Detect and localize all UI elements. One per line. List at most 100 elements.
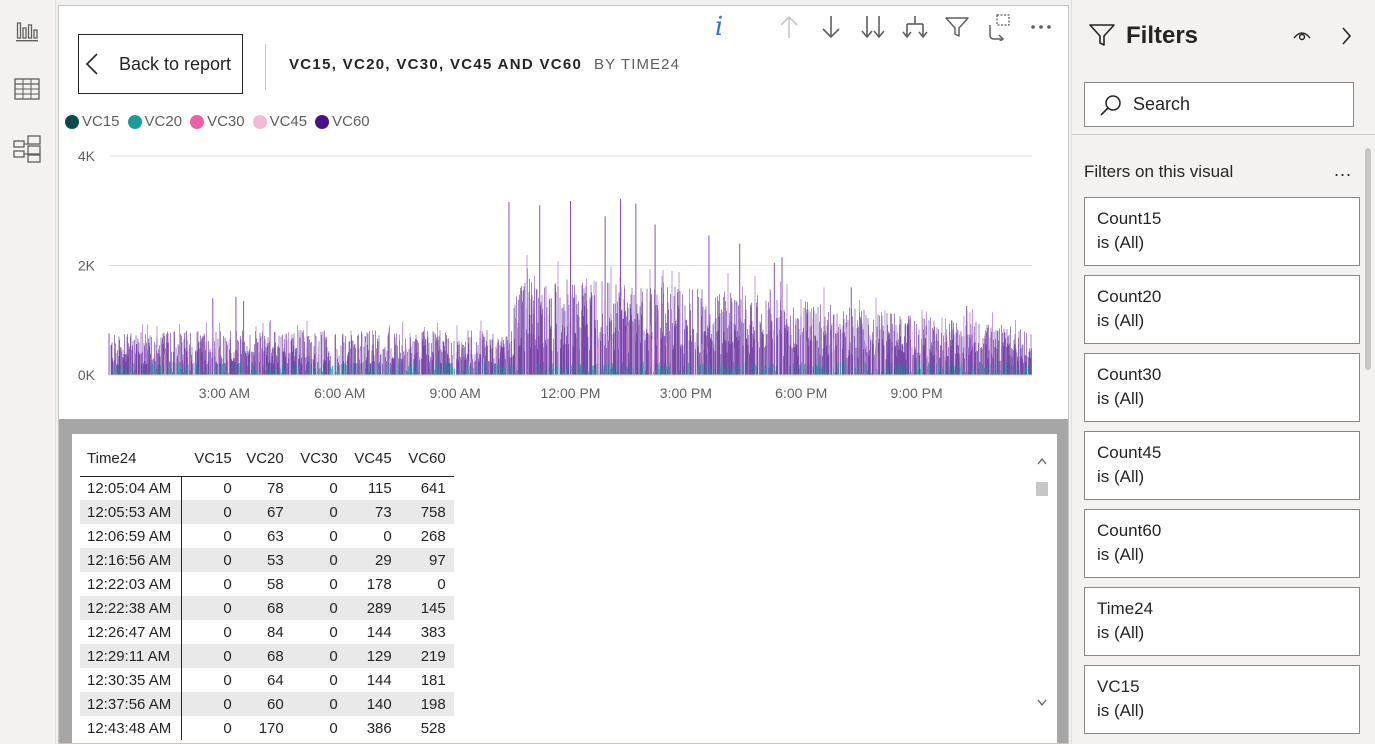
filter-card-count60[interactable]: Count60 is (All) xyxy=(1084,509,1360,578)
drill-down-icon[interactable] xyxy=(810,10,852,44)
filter-card-count20[interactable]: Count20 is (All) xyxy=(1084,275,1360,344)
legend-swatch xyxy=(190,114,205,129)
table-body: 12:05:04 AM 0 78 0 115 641 12:05:53 AM 0 67 0 73 75… xyxy=(80,476,454,740)
filter-card-value: is (All) xyxy=(1097,311,1145,330)
back-to-report-button[interactable]: Back to report xyxy=(78,34,243,94)
visual-toolbar: i xyxy=(704,10,1062,44)
table-row[interactable]: 12:05:53 AM 0 67 0 73 758 xyxy=(80,500,454,524)
table-row[interactable]: 12:22:38 AM 0 68 0 289 145 xyxy=(80,596,454,620)
chart-legend: VC15 VC20 VC30 VC45 VC60 xyxy=(65,113,378,130)
header-divider xyxy=(265,44,266,90)
filter-card-value: is (All) xyxy=(1097,467,1145,486)
filter-card-list: Count15 is (All) Count20 is (All) Count30 is … xyxy=(1084,197,1360,743)
data-table[interactable]: Time24 VC15 VC20 VC30 VC45 VC60 12:05:04 AM 0 7… xyxy=(80,442,454,740)
column-header-vc20[interactable]: VC20 xyxy=(239,442,292,477)
legend-item-vc30[interactable]: VC30 xyxy=(190,113,245,130)
column-header-vc15[interactable]: VC15 xyxy=(181,442,240,477)
table-cell-vc45: 386 xyxy=(366,719,392,737)
column-header-vc45[interactable]: VC45 xyxy=(345,442,400,477)
filter-card-count45[interactable]: Count45 is (All) xyxy=(1084,431,1360,500)
eye-icon[interactable] xyxy=(1292,28,1312,47)
filter-card-name: Time24 xyxy=(1097,599,1154,618)
area-chart[interactable]: 0K 2K 4K 3:00 AM 6:00 AM 9:00 AM 12:00 PM 3:00 … xyxy=(59,146,1068,416)
data-table-icon xyxy=(14,77,40,105)
table-region: Time24 VC15 VC20 VC30 VC45 VC60 12:05:04 AM 0 7… xyxy=(59,419,1068,743)
filter-card-vc15[interactable]: VC15 is (All) xyxy=(1084,665,1360,734)
filter-card-count15[interactable]: Count15 is (All) xyxy=(1084,197,1360,266)
model-view-button[interactable] xyxy=(8,134,46,168)
column-header-time24[interactable]: Time24 xyxy=(80,442,182,477)
report-view-button[interactable] xyxy=(8,16,46,50)
filters-header: Filters xyxy=(1072,0,1375,72)
data-view-button[interactable] xyxy=(8,74,46,108)
table-cell-vc15: 0 xyxy=(223,719,232,737)
table-cell-vc30: 0 xyxy=(291,596,346,620)
table-cell-vc20: 68 xyxy=(239,644,292,668)
filter-icon xyxy=(1088,22,1116,53)
filter-card-time24[interactable]: Time24 is (All) xyxy=(1084,587,1360,656)
filters-search-box[interactable] xyxy=(1084,82,1354,127)
filters-title: Filters xyxy=(1126,22,1199,49)
filters-scrollbar[interactable] xyxy=(1365,148,1371,370)
table-row[interactable]: 12:43:48 AM 0 170 0 386 528 xyxy=(80,716,454,740)
table-scroll-thumb[interactable] xyxy=(1036,482,1048,496)
table-row[interactable]: 12:29:11 AM 0 68 0 129 219 xyxy=(80,644,454,668)
scroll-down-icon xyxy=(1037,699,1047,707)
table-cell-vc45: 73 xyxy=(345,500,400,524)
table-row[interactable]: 12:06:59 AM 0 63 0 0 268 xyxy=(80,524,454,548)
column-header-vc30[interactable]: VC30 xyxy=(291,442,346,477)
table-row[interactable]: 12:30:35 AM 0 64 0 144 181 xyxy=(80,668,454,692)
chart-canvas[interactable]: 0K 2K 4K 3:00 AM 6:00 AM 9:00 AM 12:00 PM 3:00 … xyxy=(59,146,1068,416)
x-tick-label: 6:00 PM xyxy=(775,385,827,401)
filter-card-name: Count30 xyxy=(1097,365,1162,384)
visual-header: i xyxy=(59,6,1068,106)
table-row[interactable]: 12:37:56 AM 0 60 0 140 198 xyxy=(80,692,454,716)
visual-title: VC15, VC20, VC30, VC45 AND VC60 xyxy=(289,56,583,73)
table-cell-vc60: 97 xyxy=(399,548,454,572)
expand-hierarchy-icon[interactable] xyxy=(894,10,936,44)
filter-card-name: Count15 xyxy=(1097,209,1162,228)
table-cell-vc30: 0 xyxy=(291,500,346,524)
y-tick-label: 0K xyxy=(78,367,96,383)
table-cell-vc15: 0 xyxy=(181,500,240,524)
table-cell-vc30: 0 xyxy=(291,644,346,668)
table-row[interactable]: 12:22:03 AM 0 58 0 178 0 xyxy=(80,572,454,596)
filter-card-count30[interactable]: Count30 is (All) xyxy=(1084,353,1360,422)
filter-card-name: Count60 xyxy=(1097,521,1162,540)
filters-more-options[interactable]: ... xyxy=(1334,160,1353,180)
table-cell-vc60: 219 xyxy=(399,644,454,668)
table-row[interactable]: 12:05:04 AM 0 78 0 115 641 xyxy=(80,476,454,500)
table-cell-vc20: 58 xyxy=(267,575,284,593)
table-cell-time24: 12:06:59 AM xyxy=(80,524,183,548)
expand-next-level-icon[interactable] xyxy=(852,10,894,44)
chevron-right-icon[interactable] xyxy=(1340,26,1352,51)
filter-icon[interactable] xyxy=(936,10,978,44)
x-tick-label: 3:00 PM xyxy=(660,385,712,401)
info-icon[interactable]: i xyxy=(714,12,724,42)
table-cell-vc45: 0 xyxy=(383,527,392,545)
focus-mode-icon[interactable] xyxy=(978,10,1020,44)
table-scrollbar[interactable] xyxy=(1035,440,1049,730)
legend-item-vc45[interactable]: VC45 xyxy=(252,113,307,130)
table-row[interactable]: 12:26:47 AM 0 84 0 144 383 xyxy=(80,620,454,644)
chevron-left-icon xyxy=(79,52,109,76)
table-row[interactable]: 12:16:56 AM 0 53 0 29 97 xyxy=(80,548,454,572)
scroll-up-icon xyxy=(1037,457,1047,465)
y-tick-label: 4K xyxy=(78,148,96,164)
visual-subtitle: BY TIME24 xyxy=(594,56,681,73)
more-options-icon[interactable] xyxy=(1020,10,1062,44)
table-cell-time24: 12:26:47 AM xyxy=(80,620,183,644)
drill-up-icon[interactable] xyxy=(768,10,810,44)
table-cell-time24: 12:05:53 AM xyxy=(80,500,183,524)
filters-search-input[interactable] xyxy=(1133,94,1333,115)
legend-item-vc15[interactable]: VC15 xyxy=(65,113,120,130)
table-cell-vc30: 0 xyxy=(329,479,338,497)
filter-card-name: VC15 xyxy=(1097,677,1140,696)
model-icon xyxy=(13,134,41,168)
legend-item-vc20[interactable]: VC20 xyxy=(127,113,182,130)
column-header-vc60[interactable]: VC60 xyxy=(399,442,454,477)
legend-item-vc60[interactable]: VC60 xyxy=(315,113,370,130)
table-cell-vc15: 0 xyxy=(181,596,240,620)
table-cell-vc20: 68 xyxy=(239,596,292,620)
